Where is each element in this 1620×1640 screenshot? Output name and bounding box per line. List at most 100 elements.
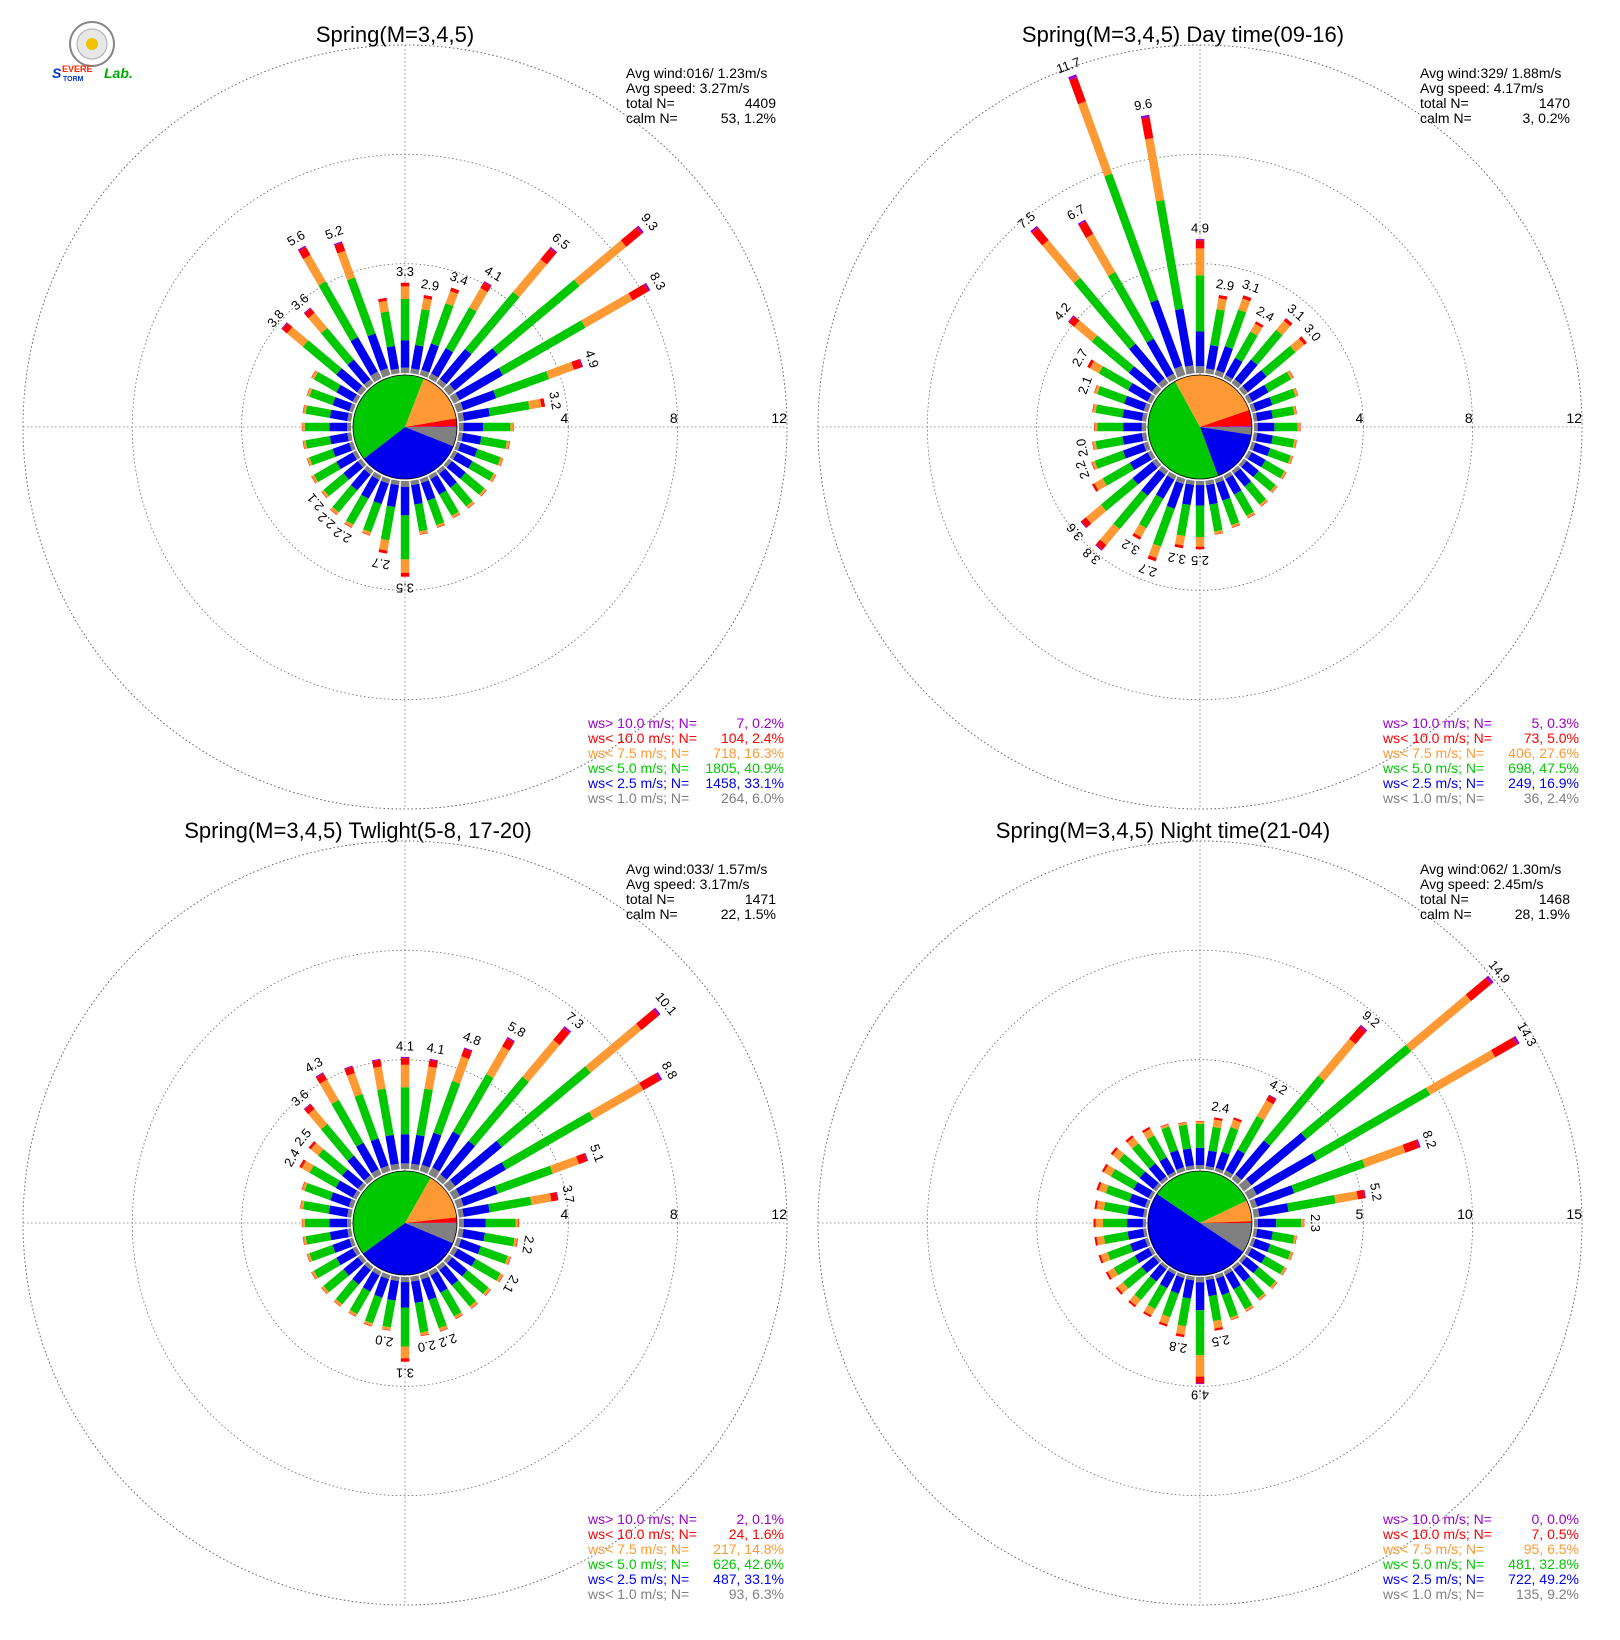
bar-segment-c4 [419, 530, 428, 535]
legend-count: 7, 0.5% [1532, 1526, 1579, 1542]
bar-segment-c1 [410, 1275, 420, 1282]
direction-bar-270 [301, 422, 351, 432]
direction-bar-90 [459, 422, 514, 432]
bar-segment-c6 [556, 1191, 559, 1201]
bar-segment-c4 [1129, 1294, 1141, 1306]
bar-segment-c4 [310, 1142, 324, 1156]
bar-segment-c5 [513, 422, 514, 432]
bar-segment-c2 [450, 1140, 502, 1187]
bar-segment-c4 [1042, 240, 1081, 284]
bar-label: 5.2 [323, 222, 345, 242]
bar-segment-c6 [1363, 1189, 1366, 1199]
direction-bar-270 [1093, 1218, 1146, 1228]
bar-segment-c2 [440, 1140, 475, 1180]
bar-segment-c1 [410, 368, 420, 375]
direction-bar-160 [1214, 476, 1241, 528]
bar-segment-c5 [628, 284, 649, 301]
direction-bar-310 [281, 322, 367, 396]
direction-bar-270 [1094, 422, 1146, 432]
bar-segment-c2 [342, 1169, 364, 1189]
bar-segment-c2 [1225, 1270, 1241, 1290]
bar-segment-c3 [1301, 1044, 1412, 1140]
bar-label: 2.7 [1137, 560, 1159, 580]
bar-segment-c6 [655, 1072, 663, 1081]
bar-segment-c3 [1176, 503, 1191, 537]
bar-segment-c1 [1141, 432, 1148, 442]
bar-segment-c1 [428, 471, 438, 480]
bar-segment-c1 [1252, 1208, 1260, 1218]
bar-segment-c2 [1234, 359, 1258, 385]
legend-label: ws< 7.5 m/s; N= [587, 745, 689, 761]
bar-segment-c4 [510, 422, 514, 432]
bar-segment-c3 [347, 277, 376, 337]
bar-segment-c4 [585, 1023, 642, 1073]
bar-segment-c3 [380, 311, 395, 348]
bar-segment-c3 [303, 1201, 331, 1214]
chart-title: Spring(M=3,4,5) Twlight(5-8, 17-20) [184, 818, 531, 843]
bar-segment-c5 [1282, 472, 1287, 480]
bar-segment-c2 [431, 348, 454, 378]
bar-segment-c4 [1085, 504, 1107, 524]
bar-segment-c3 [1146, 1135, 1167, 1162]
bar-segment-c1 [1158, 378, 1169, 389]
bar-segment-c2 [430, 475, 447, 495]
legend-label: ws< 1.0 m/s; N= [587, 790, 689, 806]
bar-segment-c4 [1280, 1266, 1287, 1276]
bar-segment-c4 [469, 287, 488, 312]
direction-bar-130 [443, 1254, 491, 1297]
bar-segment-c2 [1132, 461, 1158, 485]
bar-segment-c3 [1073, 277, 1136, 350]
bar-segment-c3 [1155, 199, 1184, 310]
bar-segment-c5 [1295, 387, 1299, 396]
bar-segment-c5 [1195, 1376, 1205, 1384]
bar-segment-c4 [497, 457, 503, 467]
stats-value: 4409 [745, 95, 776, 111]
bar-segment-c5 [498, 1274, 504, 1283]
pie-slice-c5 [1200, 1221, 1253, 1223]
bar-segment-c3 [354, 1093, 379, 1142]
bar-segment-c2 [386, 483, 399, 508]
speed-legend: ws> 10.0 m/s; N= 5, 0.3% ws< 10.0 m/s; N= 7… [1382, 715, 1579, 806]
stats-value: 53, 1.2% [721, 110, 776, 126]
legend-count: 1458, 33.1% [705, 775, 784, 791]
bar-label: 3.1 [396, 1365, 414, 1380]
bar-segment-c5 [1142, 1126, 1151, 1133]
bar-label: 14.3 [1514, 1019, 1540, 1048]
bar-label: 4.3 [302, 1054, 325, 1076]
bar-label: 3.1 [1240, 276, 1262, 296]
bar-segment-c2 [1127, 1206, 1145, 1218]
direction-bar-210 [344, 471, 382, 528]
bar-segment-c5 [1141, 117, 1154, 140]
direction-bar-300 [1087, 359, 1156, 404]
direction-bar-0 [1195, 1120, 1205, 1169]
bar-segment-c5 [1093, 1218, 1096, 1228]
bar-segment-c3 [1208, 1294, 1222, 1322]
logo-word-lab: Lab. [104, 65, 133, 81]
direction-bar-140 [436, 1261, 479, 1309]
bar-segment-c2 [1124, 395, 1147, 411]
bar-segment-c3 [1221, 1292, 1238, 1318]
bar-segment-c5 [1094, 1200, 1098, 1210]
direction-bar-160 [419, 476, 446, 528]
bar-segment-c1 [1252, 412, 1258, 422]
bar-segment-c1 [419, 1272, 430, 1280]
bar-segment-c4 [1405, 994, 1472, 1052]
bar-segment-c2 [430, 1271, 448, 1293]
stats-line: total N= [626, 95, 675, 111]
bar-segment-c5 [311, 1272, 316, 1280]
bar-segment-c1 [352, 394, 361, 404]
bar-segment-c4 [1148, 543, 1161, 559]
bar-segment-c1 [454, 1237, 462, 1247]
bar-segment-c4 [301, 1160, 314, 1173]
direction-bar-340 [1068, 74, 1186, 378]
legend-label: ws< 7.5 m/s; N= [587, 1541, 689, 1557]
bar-segment-c4 [302, 1218, 305, 1228]
direction-bar-60 [1244, 370, 1294, 404]
bar-segment-c1 [356, 385, 367, 396]
bar-segment-c4 [303, 440, 307, 449]
direction-bar-90 [1254, 1218, 1305, 1228]
bar-segment-c4 [348, 1309, 358, 1317]
bar-segment-c4 [1178, 1122, 1187, 1126]
bar-segment-c1 [1252, 432, 1258, 442]
direction-bar-330 [1077, 219, 1177, 383]
